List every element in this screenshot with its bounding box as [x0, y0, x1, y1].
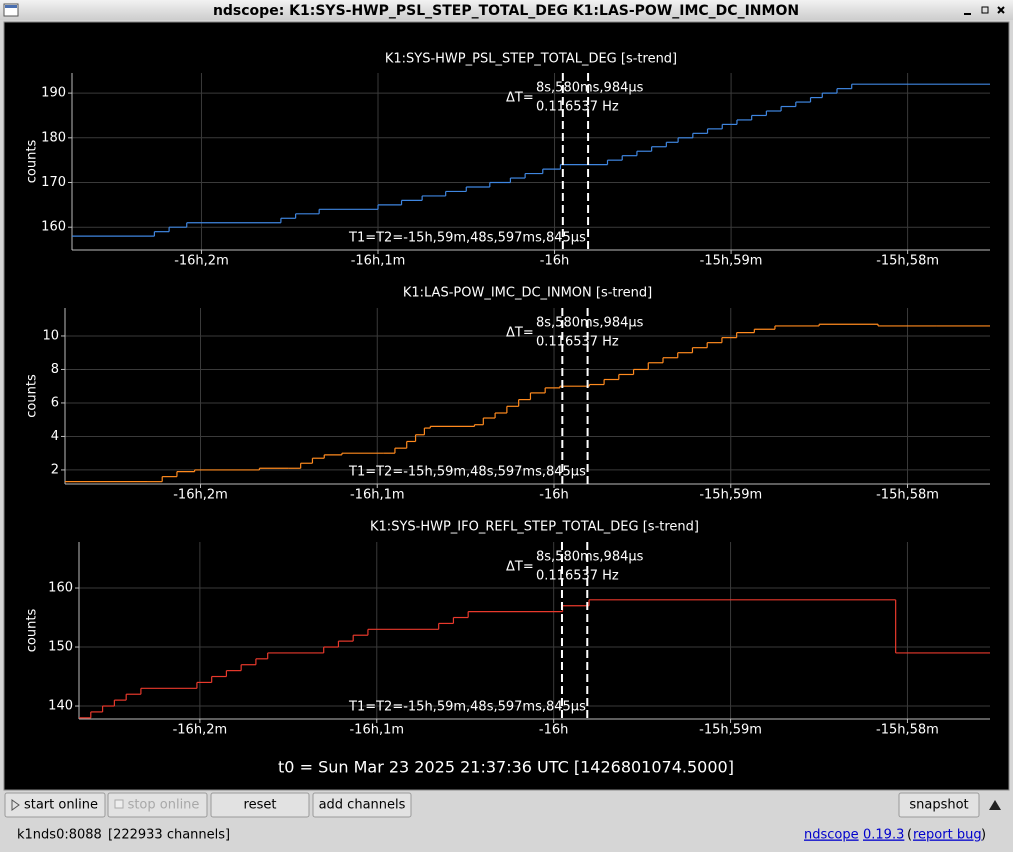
y-tick-label: 170 — [41, 175, 66, 190]
delta-frequency: 0.116537 Hz — [536, 569, 619, 584]
delta-label: ΔT= — [506, 91, 534, 106]
delta-value: 8s,580ms,984µs — [536, 81, 644, 96]
y-tick-label: 160 — [48, 581, 73, 596]
button[interactable] — [210, 792, 310, 818]
cursor-time: T1=T2=-15h,59m,48s,597ms,845µs — [348, 465, 586, 480]
delta-value: 8s,580ms,984µs — [536, 316, 644, 331]
server-label: k1nds0:8088 — [17, 828, 102, 843]
x-tick-label: -15h,59m — [699, 723, 762, 738]
button-bar: start online stop online reset add channels… — [4, 792, 980, 818]
y-axis-label: counts — [25, 374, 40, 418]
plot-title: K1:SYS-HWP_IFO_REFL_STEP_TOTAL_DEG [s-tr… — [370, 520, 699, 535]
button[interactable] — [312, 792, 412, 818]
delta-label: ΔT= — [506, 326, 534, 341]
plot: K1:LAS-POW_IMC_DC_INMON [s-trend] counts 2… — [25, 286, 990, 503]
button[interactable] — [898, 792, 980, 818]
x-tick-label: -15h,58m — [876, 254, 939, 269]
button-label[interactable]: start online — [24, 798, 98, 813]
delta-frequency: 0.116537 Hz — [536, 335, 619, 350]
delta-label: ΔT= — [506, 560, 534, 575]
plot-area — [3, 21, 1010, 791]
title-bar — [0, 0, 1013, 20]
report-bug-link[interactable]: report bug — [913, 828, 982, 843]
x-tick-label: -16h,2m — [173, 488, 228, 503]
plots: K1:SYS-HWP_PSL_STEP_TOTAL_DEG [s-trend] c… — [25, 52, 990, 738]
button-label: stop online — [128, 798, 200, 813]
y-tick-label: 10 — [42, 328, 59, 343]
button-label[interactable]: snapshot — [909, 798, 968, 813]
y-tick-label: 180 — [41, 130, 66, 145]
y-tick-label: 4 — [51, 429, 59, 444]
x-tick-label: -16h,2m — [174, 254, 229, 269]
y-tick-label: 140 — [48, 699, 73, 714]
y-tick-label: 190 — [41, 86, 66, 101]
x-tick-label: -16h,1m — [351, 254, 406, 269]
x-tick-label: -16h,1m — [349, 723, 404, 738]
plot: K1:SYS-HWP_PSL_STEP_TOTAL_DEG [s-trend] c… — [25, 52, 990, 269]
plot: K1:SYS-HWP_IFO_REFL_STEP_TOTAL_DEG [s-tr… — [25, 520, 990, 738]
button — [107, 792, 208, 818]
cursor-time: T1=T2=-15h,59m,48s,597ms,845µs — [348, 700, 586, 715]
plot-title: K1:LAS-POW_IMC_DC_INMON [s-trend] — [403, 286, 652, 301]
y-axis-label: counts — [25, 609, 40, 653]
window-icon-bar — [5, 5, 17, 8]
paren-open: ( — [907, 828, 912, 843]
y-tick-label: 2 — [51, 462, 59, 477]
window-title: ndscope: K1:SYS-HWP_PSL_STEP_TOTAL_DEG K… — [213, 3, 799, 19]
x-tick-label: -16h,1m — [350, 488, 405, 503]
x-tick-label: -16h,2m — [173, 723, 228, 738]
paren-close: ) — [981, 828, 986, 843]
delta-frequency: 0.116537 Hz — [536, 100, 619, 115]
x-tick-label: -15h,59m — [699, 488, 762, 503]
app-link[interactable]: ndscope — [804, 828, 859, 843]
channels-label: [222933 channels] — [108, 828, 230, 843]
x-tick-label: -16h — [539, 488, 568, 503]
y-tick-label: 160 — [41, 220, 66, 235]
y-tick-label: 8 — [51, 362, 59, 377]
checkbox-icon — [114, 799, 124, 809]
delta-value: 8s,580ms,984µs — [536, 550, 644, 565]
button-label[interactable]: add channels — [319, 798, 406, 813]
x-tick-label: -15h,59m — [700, 254, 763, 269]
t0-label: t0 = Sun Mar 23 2025 21:37:36 UTC [14268… — [278, 758, 734, 777]
y-tick-label: 150 — [48, 640, 73, 655]
button-label[interactable]: reset — [244, 798, 277, 813]
x-tick-label: -15h,58m — [876, 723, 939, 738]
play-icon — [11, 799, 20, 811]
cursor-time: T1=T2=-15h,59m,48s,597ms,845µs — [348, 231, 586, 246]
button[interactable] — [4, 792, 106, 818]
x-tick-label: -16h — [540, 254, 569, 269]
close-button[interactable] — [997, 6, 1005, 14]
version-link[interactable]: 0.19.3 — [863, 828, 904, 843]
y-tick-label: 6 — [51, 395, 59, 410]
collapse-toggle[interactable] — [989, 800, 1001, 810]
maximize-button[interactable] — [981, 6, 989, 14]
x-tick-label: -16h — [539, 723, 568, 738]
x-tick-label: -15h,58m — [876, 488, 939, 503]
y-axis-label: counts — [25, 140, 40, 184]
plot-title: K1:SYS-HWP_PSL_STEP_TOTAL_DEG [s-trend] — [385, 52, 677, 67]
